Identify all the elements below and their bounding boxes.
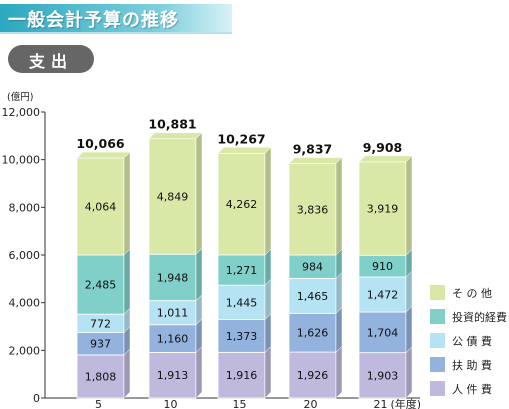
bar-value-label: 1,948 <box>157 271 189 284</box>
x-tick-label: 5 <box>95 398 102 409</box>
section-badge: 支出 <box>8 45 94 73</box>
legend-swatch <box>430 357 445 372</box>
bar-segment-side <box>264 278 272 321</box>
bar-segment-side <box>335 156 343 256</box>
bar-value-label: 3,836 <box>297 203 329 216</box>
bar-value-label: 984 <box>302 261 323 274</box>
bar-segment <box>217 254 266 286</box>
page-title: 一般会計予算の推移 <box>8 10 179 31</box>
bar-total-label: 9,908 <box>363 140 403 155</box>
bar-segment <box>148 300 197 326</box>
bar-value-label: 937 <box>90 338 111 351</box>
legend-label: そ の 他 <box>452 287 492 300</box>
x-tick-label: 20 <box>304 398 318 409</box>
bar-value-label: 3,919 <box>367 203 399 216</box>
bar-segment-side <box>123 151 131 256</box>
bar-segment-side <box>123 248 131 315</box>
bar-value-label: 1,913 <box>157 369 189 382</box>
y-tick-label: 10,000 <box>2 154 41 167</box>
bar-segment-side <box>264 146 272 256</box>
y-tick-label: 0 <box>33 392 40 405</box>
bar-value-label: 1,916 <box>226 369 258 382</box>
bar-value-label: 4,849 <box>157 190 189 203</box>
bar-value-label: 1,903 <box>367 369 399 382</box>
bar-top-face <box>288 157 343 164</box>
title-banner: 一般会計予算の推移 <box>0 4 232 34</box>
legend-label: 扶 助 費 <box>452 358 492 372</box>
bar-segment-side <box>264 345 272 399</box>
x-tick-label: 21 <box>374 398 388 409</box>
bar-top-face <box>76 151 131 159</box>
bar-segment <box>217 319 266 353</box>
legend-swatch <box>430 309 445 324</box>
bar-value-label: 1,472 <box>367 288 399 301</box>
bar-top-face <box>358 155 413 163</box>
bar-segment-side <box>335 271 343 314</box>
bar-segment-side <box>335 306 343 353</box>
bar-segment-side <box>335 345 343 399</box>
bar-segment <box>358 311 407 354</box>
legend-swatch <box>430 333 445 348</box>
bar-segment <box>358 161 407 256</box>
bar-segment <box>148 324 197 353</box>
bar-segment <box>217 284 266 321</box>
bar-segment-side <box>195 345 203 399</box>
bar-segment <box>358 352 407 399</box>
bar-segment-side <box>405 155 413 256</box>
bar-value-label: 1,926 <box>297 369 329 382</box>
y-tick-label: 8,000 <box>9 201 41 214</box>
bar-value-label: 1,626 <box>297 327 329 340</box>
bar-total-label: 10,267 <box>217 131 265 146</box>
y-tick-label: 6,000 <box>9 249 41 262</box>
legend-label: 投資的経費 <box>452 310 507 324</box>
bar-segment <box>76 354 125 399</box>
y-tick-label: 2,000 <box>9 344 41 357</box>
bar-segment-side <box>405 305 413 354</box>
y-unit-label: (億円) <box>7 91 33 103</box>
legend-swatch <box>430 285 445 300</box>
bar-segment <box>288 163 337 256</box>
bar-value-label: 4,064 <box>85 201 117 214</box>
bar-segment-side <box>123 348 131 399</box>
bar-value-label: 1,160 <box>157 333 189 346</box>
x-tick-label: 15 <box>233 398 247 409</box>
bar-value-label: 1,704 <box>367 326 399 339</box>
bar-total-label: 9,837 <box>293 142 333 157</box>
bar-segment <box>288 278 337 314</box>
bar-segment <box>217 351 266 399</box>
legend-label: 公 債 費 <box>452 334 492 348</box>
bar-value-label: 910 <box>372 260 393 273</box>
bar-segment-side <box>405 346 413 399</box>
bar-value-label: 2,485 <box>85 279 117 292</box>
legend-label: 人 件 費 <box>452 382 492 396</box>
bar-value-label: 772 <box>90 317 111 330</box>
bar-segment <box>358 276 407 313</box>
bar-segment-side <box>264 313 272 353</box>
x-tick-label: 10 <box>164 398 178 409</box>
bar-total-label: 10,066 <box>76 136 125 151</box>
bar-segment-side <box>195 247 203 302</box>
bar-top-face <box>217 147 272 154</box>
x-axis-suffix: (年度) <box>391 397 422 409</box>
bar-value-label: 1,445 <box>226 296 258 309</box>
bar-value-label: 1,271 <box>226 264 258 277</box>
bar-value-label: 1,373 <box>226 330 258 343</box>
legend-swatch <box>430 381 445 396</box>
bar-value-label: 1,011 <box>157 307 189 320</box>
y-tick-label: 12,000 <box>2 106 41 119</box>
bar-value-label: 1,808 <box>85 370 117 383</box>
bar-segment-side <box>405 270 413 313</box>
bar-value-label: 4,262 <box>226 198 258 211</box>
bar-segment-side <box>195 132 203 255</box>
y-tick-label: 4,000 <box>9 297 41 310</box>
bar-total-label: 10,881 <box>148 117 196 132</box>
bar-top-face <box>148 132 203 139</box>
section-label: 支出 <box>28 52 73 71</box>
bar-segment <box>148 138 197 255</box>
bar-value-label: 1,465 <box>297 290 329 303</box>
bar-segment <box>288 312 337 353</box>
bar-segment <box>76 157 125 256</box>
